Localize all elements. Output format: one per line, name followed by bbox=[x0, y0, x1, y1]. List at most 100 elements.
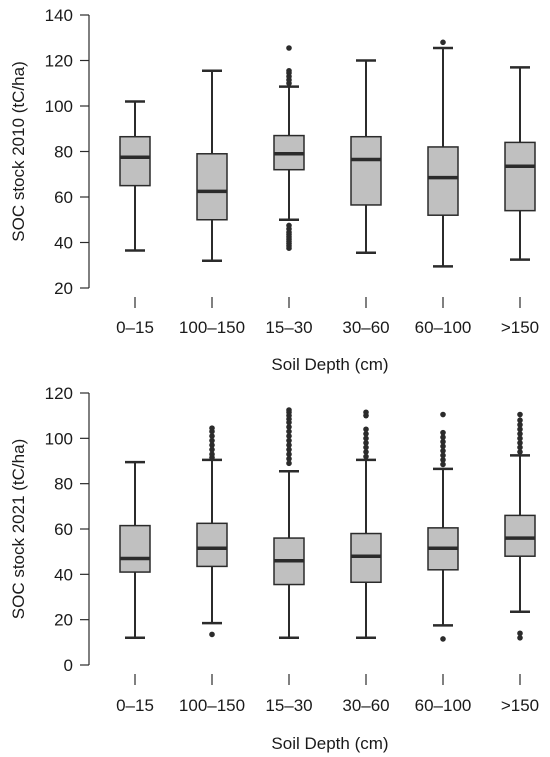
box-2 bbox=[273, 407, 305, 640]
outlier-point bbox=[286, 451, 292, 458]
outlier-point bbox=[286, 433, 292, 439]
outlier-point bbox=[286, 428, 292, 435]
outlier-point bbox=[440, 39, 446, 46]
outlier-point bbox=[286, 424, 292, 430]
x-tick-label: >150 bbox=[501, 318, 539, 337]
box-1 bbox=[196, 425, 228, 638]
outlier-point bbox=[517, 411, 523, 418]
y-tick-label: 40 bbox=[54, 234, 73, 253]
outlier-point bbox=[440, 438, 446, 445]
outlier-point bbox=[286, 455, 292, 462]
outlier-point bbox=[209, 631, 215, 638]
box-iqr bbox=[196, 522, 228, 568]
x-tick-label: 15–30 bbox=[265, 696, 312, 715]
y-axis-label: SOC stock 2010 (tC/ha) bbox=[9, 61, 28, 241]
y-tick-label: 120 bbox=[45, 384, 73, 403]
box-iqr bbox=[504, 141, 536, 212]
outlier-point bbox=[209, 425, 215, 431]
y-tick-label: 100 bbox=[45, 429, 73, 448]
x-tick-label: >150 bbox=[501, 696, 539, 715]
box-4 bbox=[427, 39, 459, 268]
outlier-point bbox=[286, 460, 292, 467]
outlier-point bbox=[286, 45, 292, 51]
outlier-point bbox=[517, 449, 523, 455]
y-tick-label: 120 bbox=[45, 52, 73, 71]
box-3 bbox=[350, 409, 382, 640]
x-tick-label: 15–30 bbox=[265, 318, 312, 337]
outlier-point bbox=[286, 442, 292, 448]
x-tick-label: 60–100 bbox=[415, 696, 472, 715]
x-tick-label: 0–15 bbox=[116, 696, 154, 715]
outlier-point bbox=[517, 435, 523, 442]
outlier-point bbox=[440, 636, 446, 642]
outlier-point bbox=[440, 457, 446, 463]
box-iqr bbox=[196, 153, 228, 221]
x-tick-label: 0–15 bbox=[116, 318, 154, 337]
outlier-point bbox=[440, 411, 446, 418]
outlier-point bbox=[209, 442, 215, 448]
outlier-point bbox=[209, 437, 215, 444]
outlier-point bbox=[517, 421, 523, 428]
outlier-point bbox=[286, 222, 292, 229]
y-tick-label: 100 bbox=[45, 97, 73, 116]
x-axis-label: Soil Depth (cm) bbox=[271, 734, 388, 753]
outlier-point bbox=[363, 431, 369, 437]
box-iqr bbox=[350, 135, 382, 206]
outlier-point bbox=[363, 426, 369, 433]
outlier-point bbox=[286, 67, 292, 74]
outlier-point bbox=[440, 448, 446, 454]
y-tick-label: 80 bbox=[54, 475, 73, 494]
box-2 bbox=[273, 45, 305, 251]
box-0 bbox=[119, 100, 151, 252]
box-iqr bbox=[119, 524, 151, 573]
box-iqr bbox=[427, 146, 459, 216]
x-tick-label: 30–60 bbox=[342, 696, 389, 715]
outlier-point bbox=[517, 417, 523, 424]
box-5 bbox=[504, 66, 536, 261]
y-axis-label: SOC stock 2021 (tC/ha) bbox=[9, 439, 28, 619]
outlier-point bbox=[286, 446, 292, 453]
box-3 bbox=[350, 59, 382, 254]
outlier-point bbox=[363, 409, 369, 416]
outlier-point bbox=[440, 461, 446, 468]
outlier-point bbox=[209, 451, 215, 458]
outlier-point bbox=[440, 429, 446, 436]
y-tick-label: 40 bbox=[54, 565, 73, 584]
y-tick-label: 60 bbox=[54, 520, 73, 539]
outlier-point bbox=[440, 443, 446, 450]
outlier-point bbox=[363, 453, 369, 460]
x-tick-label: 60–100 bbox=[415, 318, 472, 337]
x-tick-label: 30–60 bbox=[342, 318, 389, 337]
outlier-point bbox=[363, 440, 369, 446]
outlier-point bbox=[286, 407, 292, 413]
y-tick-label: 140 bbox=[45, 6, 73, 25]
chart-panel-2010: 20 40 60 80 100 120 140 SOC stock 2010 (tC/ha) 0… bbox=[9, 6, 539, 374]
y-tick-label: 0 bbox=[64, 656, 73, 675]
box-0 bbox=[119, 460, 151, 640]
box-5 bbox=[504, 411, 536, 641]
outlier-point bbox=[286, 437, 292, 444]
x-tick-label: 100–150 bbox=[179, 696, 245, 715]
box-iqr bbox=[119, 135, 151, 187]
outlier-point bbox=[440, 452, 446, 459]
x-tick-label: 100–150 bbox=[179, 318, 245, 337]
y-tick-label: 80 bbox=[54, 143, 73, 162]
outlier-point bbox=[209, 433, 215, 439]
y-tick-label: 60 bbox=[54, 188, 73, 207]
outlier-point bbox=[517, 431, 523, 437]
box-4 bbox=[427, 411, 459, 642]
box-iqr bbox=[504, 514, 536, 557]
outlier-point bbox=[517, 635, 523, 641]
y-tick-label: 20 bbox=[54, 279, 73, 298]
outlier-point bbox=[517, 444, 523, 451]
y-tick-label: 20 bbox=[54, 611, 73, 630]
outlier-point bbox=[440, 434, 446, 441]
outlier-point bbox=[517, 440, 523, 446]
box-1 bbox=[196, 69, 228, 262]
outlier-point bbox=[363, 444, 369, 451]
outlier-point bbox=[363, 435, 369, 442]
outlier-point bbox=[209, 446, 215, 453]
outlier-point bbox=[517, 426, 523, 433]
x-axis-label: Soil Depth (cm) bbox=[271, 355, 388, 374]
